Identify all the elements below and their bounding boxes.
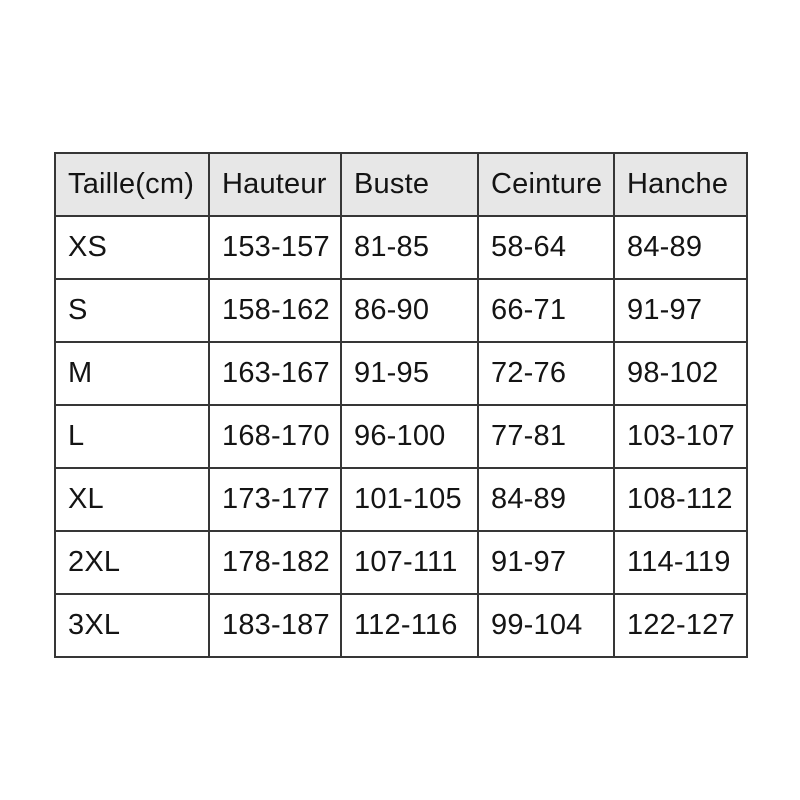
size-cell: 84-89 [613,215,748,280]
header-taille: Taille(cm) [54,152,210,217]
size-cell: 86-90 [340,278,479,343]
size-cell: 107-111 [340,530,479,595]
header-buste: Buste [340,152,479,217]
size-cell: 91-97 [477,530,615,595]
size-cell: 99-104 [477,593,615,658]
size-chart-container: Taille(cm) Hauteur Buste Ceinture Hanche… [54,152,748,658]
size-cell: 84-89 [477,467,615,532]
table-row-xl: XL 173-177 101-105 84-89 108-112 [54,467,748,532]
table-row-l: L 168-170 96-100 77-81 103-107 [54,404,748,469]
size-cell: 112-116 [340,593,479,658]
size-cell: 103-107 [613,404,748,469]
size-label: XL [54,467,210,532]
table-row-xs: XS 153-157 81-85 58-64 84-89 [54,215,748,280]
size-chart-table: Taille(cm) Hauteur Buste Ceinture Hanche… [54,152,748,658]
size-cell: 72-76 [477,341,615,406]
size-cell: 168-170 [208,404,342,469]
size-cell: 91-95 [340,341,479,406]
size-label: L [54,404,210,469]
size-label: 2XL [54,530,210,595]
size-label: XS [54,215,210,280]
table-row-s: S 158-162 86-90 66-71 91-97 [54,278,748,343]
header-hanche: Hanche [613,152,748,217]
size-cell: 101-105 [340,467,479,532]
size-cell: 66-71 [477,278,615,343]
header-hauteur: Hauteur [208,152,342,217]
size-cell: 108-112 [613,467,748,532]
size-cell: 178-182 [208,530,342,595]
size-cell: 163-167 [208,341,342,406]
size-cell: 58-64 [477,215,615,280]
size-label: M [54,341,210,406]
header-row: Taille(cm) Hauteur Buste Ceinture Hanche [54,152,748,217]
size-cell: 153-157 [208,215,342,280]
size-cell: 81-85 [340,215,479,280]
size-cell: 183-187 [208,593,342,658]
size-cell: 173-177 [208,467,342,532]
table-row-m: M 163-167 91-95 72-76 98-102 [54,341,748,406]
size-cell: 96-100 [340,404,479,469]
size-cell: 98-102 [613,341,748,406]
size-cell: 91-97 [613,278,748,343]
table-row-2xl: 2XL 178-182 107-111 91-97 114-119 [54,530,748,595]
header-ceinture: Ceinture [477,152,615,217]
size-label: S [54,278,210,343]
size-cell: 158-162 [208,278,342,343]
size-label: 3XL [54,593,210,658]
size-cell: 77-81 [477,404,615,469]
table-row-3xl: 3XL 183-187 112-116 99-104 122-127 [54,593,748,658]
size-cell: 122-127 [613,593,748,658]
size-cell: 114-119 [613,530,748,595]
